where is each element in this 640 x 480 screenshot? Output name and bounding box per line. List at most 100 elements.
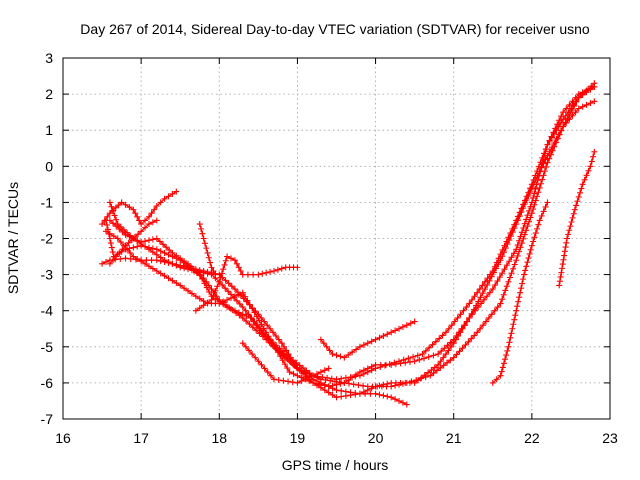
data-point bbox=[134, 237, 141, 244]
data-point bbox=[525, 255, 532, 262]
data-point bbox=[249, 305, 256, 312]
series-s10 bbox=[239, 340, 332, 386]
data-point bbox=[461, 322, 468, 329]
data-point bbox=[145, 263, 152, 270]
data-point bbox=[237, 267, 244, 274]
data-point bbox=[429, 341, 436, 348]
data-point bbox=[457, 311, 464, 318]
data-point bbox=[572, 109, 579, 116]
data-point bbox=[346, 380, 353, 387]
data-point bbox=[372, 336, 379, 343]
data-point bbox=[185, 287, 192, 294]
series-s9 bbox=[192, 253, 301, 314]
data-point bbox=[360, 388, 367, 395]
data-point bbox=[122, 231, 129, 238]
data-point bbox=[341, 354, 348, 361]
data-point bbox=[456, 348, 463, 355]
data-point bbox=[278, 265, 285, 272]
data-point bbox=[579, 103, 586, 110]
data-point bbox=[264, 369, 271, 376]
data-point bbox=[397, 360, 404, 367]
data-point bbox=[481, 286, 488, 293]
data-point bbox=[113, 223, 120, 230]
data-point bbox=[200, 302, 207, 309]
x-tick-label: 17 bbox=[133, 430, 149, 446]
data-point bbox=[471, 293, 478, 300]
data-point bbox=[480, 322, 487, 329]
data-point bbox=[313, 370, 320, 377]
data-point bbox=[518, 205, 525, 212]
data-point bbox=[134, 255, 141, 262]
data-point bbox=[246, 301, 253, 308]
data-point bbox=[511, 221, 518, 228]
data-point bbox=[558, 269, 565, 276]
data-point bbox=[345, 377, 352, 384]
data-point bbox=[130, 206, 137, 213]
data-point bbox=[575, 193, 582, 200]
data-point bbox=[119, 246, 126, 253]
data-point bbox=[196, 304, 203, 311]
data-point bbox=[185, 260, 192, 267]
data-point bbox=[526, 218, 533, 225]
data-point bbox=[149, 236, 156, 243]
data-point bbox=[437, 358, 444, 365]
data-point bbox=[399, 323, 406, 330]
data-point bbox=[337, 353, 344, 360]
data-point bbox=[578, 185, 585, 192]
data-point bbox=[136, 217, 143, 224]
data-point bbox=[306, 374, 313, 381]
data-point bbox=[99, 221, 106, 228]
data-point bbox=[249, 324, 256, 331]
data-point bbox=[569, 214, 576, 221]
data-point bbox=[591, 148, 598, 155]
data-point bbox=[571, 102, 578, 109]
data-point bbox=[201, 240, 208, 247]
data-point bbox=[233, 297, 240, 304]
x-tick-labels: 16 17 18 19 20 21 22 23 bbox=[55, 430, 618, 446]
data-point bbox=[131, 234, 138, 241]
data-point bbox=[119, 229, 126, 236]
data-point bbox=[169, 249, 176, 256]
data-point bbox=[290, 370, 297, 377]
data-point bbox=[556, 131, 563, 138]
data-point bbox=[554, 121, 561, 128]
data-point bbox=[520, 276, 527, 283]
data-point bbox=[487, 271, 494, 278]
data-point bbox=[203, 284, 210, 291]
data-point bbox=[181, 258, 188, 265]
data-point bbox=[493, 259, 500, 266]
data-point bbox=[108, 244, 115, 251]
data-point bbox=[534, 177, 541, 184]
data-point bbox=[517, 289, 524, 296]
data-point bbox=[165, 275, 172, 282]
data-point bbox=[239, 311, 246, 318]
tick-marks bbox=[62, 57, 611, 420]
data-point bbox=[513, 257, 520, 264]
data-point bbox=[442, 351, 449, 358]
data-point bbox=[433, 367, 440, 374]
data-point bbox=[561, 252, 568, 259]
data-point bbox=[506, 339, 513, 346]
data-point bbox=[471, 332, 478, 339]
data-point bbox=[134, 213, 141, 220]
data-point bbox=[244, 297, 251, 304]
data-point bbox=[364, 365, 371, 372]
data-point bbox=[239, 304, 246, 311]
data-point bbox=[270, 376, 277, 383]
data-point bbox=[291, 362, 298, 369]
data-point bbox=[313, 380, 320, 387]
data-point bbox=[559, 265, 566, 272]
data-point bbox=[102, 228, 109, 235]
data-point bbox=[177, 255, 184, 262]
x-tick-label: 21 bbox=[446, 430, 462, 446]
data-point bbox=[417, 375, 424, 382]
data-point bbox=[127, 249, 134, 256]
data-point bbox=[421, 355, 428, 362]
data-point bbox=[540, 172, 547, 179]
data-point bbox=[413, 377, 420, 384]
data-point bbox=[222, 257, 229, 264]
data-point bbox=[117, 239, 124, 246]
data-point bbox=[285, 378, 292, 385]
data-point bbox=[329, 382, 336, 389]
data-point bbox=[569, 107, 576, 114]
